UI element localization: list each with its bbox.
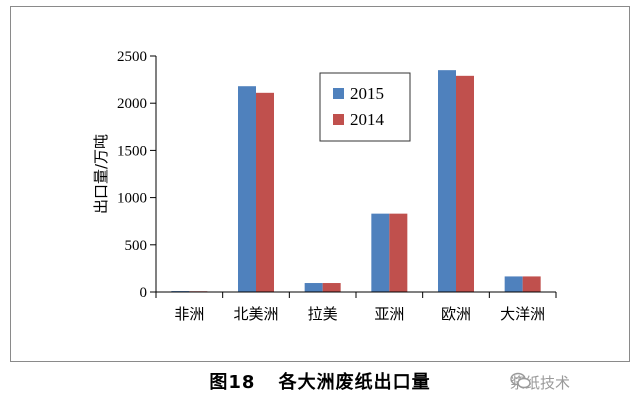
bar-2014-北美洲 — [256, 92, 274, 292]
axes-layer: 0 500 1000 1500 2000 2500 非洲 北美洲 拉美 亚洲 欧洲 大洋洲 — [117, 49, 557, 323]
bar-2015-亚洲 — [371, 213, 390, 292]
legend-swatch-2015 — [333, 88, 344, 99]
figure-title: 各大洲废纸出口量 — [278, 372, 431, 393]
y-tick-label: 2000 — [117, 96, 147, 112]
y-tick-label: 2500 — [117, 49, 147, 65]
legend-label-2015: 2015 — [350, 84, 384, 103]
bars-layer — [171, 70, 541, 293]
y-tick-label: 1500 — [117, 143, 147, 159]
legend-swatch-2014 — [333, 114, 344, 125]
bar-2014-大洋洲 — [522, 276, 541, 292]
x-tick-label: 拉美 — [308, 305, 338, 323]
x-tick-label: 亚洲 — [374, 305, 404, 323]
bar-2015-欧洲 — [438, 70, 456, 292]
bar-2015-拉美 — [304, 283, 323, 292]
y-axis-label: 出口量/万吨 — [92, 134, 110, 214]
legend-box — [319, 72, 411, 142]
y-tick-label: 500 — [125, 238, 148, 254]
bar-2015-大洋洲 — [504, 276, 523, 292]
bar-2014-亚洲 — [389, 213, 408, 292]
x-tick-label: 非洲 — [174, 305, 204, 323]
bar-2014-欧洲 — [456, 75, 474, 292]
y-tick-label: 1000 — [117, 191, 147, 207]
watermark: 浆纸技术 — [510, 372, 570, 393]
figure-caption: 图18 各大洲废纸出口量 — [0, 368, 640, 394]
legend: 2015 2014 — [319, 72, 411, 142]
x-tick-label: 北美洲 — [233, 305, 278, 323]
chart-frame — [10, 6, 630, 362]
bar-chart: 0 500 1000 1500 2000 2500 非洲 北美洲 拉美 亚洲 欧洲 大洋洲 出口量/万… — [92, 49, 557, 323]
bar-2014-拉美 — [322, 283, 341, 292]
x-tick-label: 大洋洲 — [500, 305, 545, 323]
x-tick-label: 欧洲 — [441, 305, 471, 323]
wechat-icon — [510, 372, 531, 389]
y-tick-label: 0 — [140, 285, 148, 301]
figure-number: 图18 — [209, 372, 256, 393]
legend-label-2014: 2014 — [350, 110, 385, 129]
bar-2015-北美洲 — [238, 86, 256, 292]
